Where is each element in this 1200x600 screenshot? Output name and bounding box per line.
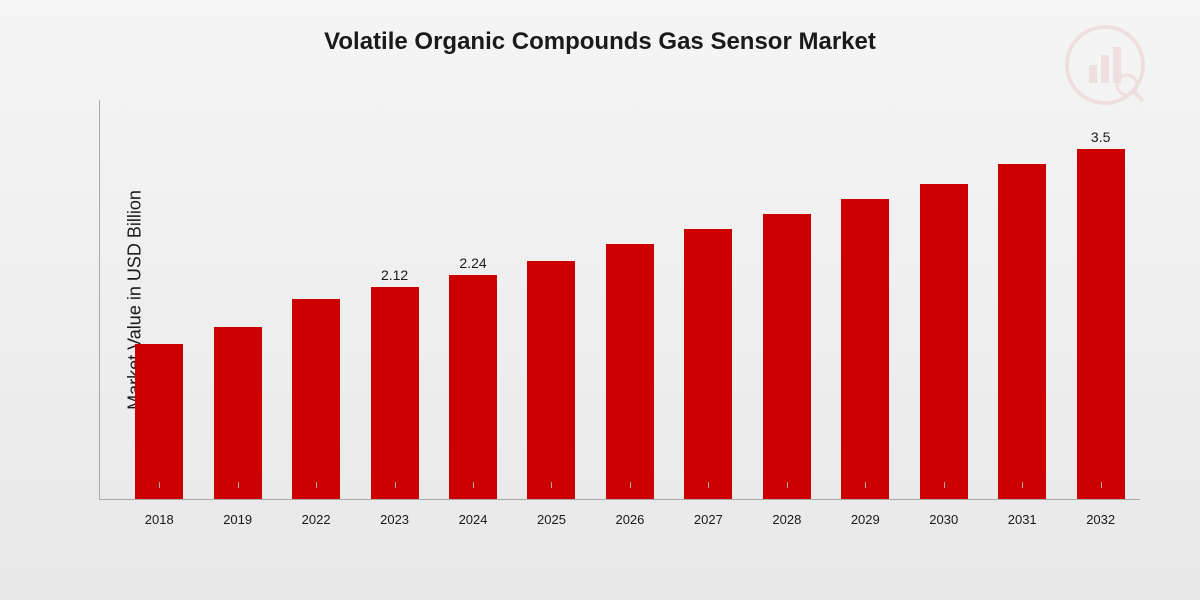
x-axis-tick xyxy=(395,482,396,488)
x-axis-tick-label: 2032 xyxy=(1071,512,1131,527)
bars-group: 2.12 2.24 3.5 xyxy=(110,99,1150,499)
x-axis-tick-label: 2025 xyxy=(521,512,581,527)
x-axis-tick-label: 2024 xyxy=(443,512,503,527)
bar xyxy=(135,344,183,499)
bar-value-label: 2.12 xyxy=(381,267,408,283)
bar xyxy=(763,214,811,499)
x-axis-tick-label: 2029 xyxy=(835,512,895,527)
x-axis-tick xyxy=(159,482,160,488)
bar-wrapper xyxy=(286,299,346,499)
x-axis-tick xyxy=(1022,482,1023,488)
x-axis-tick-label: 2031 xyxy=(992,512,1052,527)
x-axis-tick-label: 2026 xyxy=(600,512,660,527)
bar-wrapper xyxy=(600,244,660,499)
x-axis-tick-label: 2022 xyxy=(286,512,346,527)
x-axis-tick-label: 2027 xyxy=(678,512,738,527)
bar-wrapper: 2.24 xyxy=(443,255,503,499)
bar-wrapper xyxy=(757,214,817,499)
bar xyxy=(684,229,732,499)
x-axis-tick xyxy=(551,482,552,488)
bar-wrapper: 2.12 xyxy=(365,267,425,499)
bar xyxy=(214,327,262,499)
bar-wrapper xyxy=(521,261,581,499)
x-axis-tick-label: 2030 xyxy=(914,512,974,527)
bar-wrapper xyxy=(129,344,189,499)
bar-wrapper xyxy=(914,184,974,499)
x-axis-tick xyxy=(708,482,709,488)
x-axis-tick xyxy=(787,482,788,488)
bar xyxy=(841,199,889,499)
bar xyxy=(449,275,497,499)
bar-wrapper xyxy=(208,327,268,499)
x-axis-tick-label: 2018 xyxy=(129,512,189,527)
chart-title: Volatile Organic Compounds Gas Sensor Ma… xyxy=(0,0,1200,56)
bar xyxy=(371,287,419,499)
bar-value-label: 2.24 xyxy=(459,255,486,271)
bar-wrapper: 3.5 xyxy=(1071,129,1131,499)
x-axis-tick-label: 2023 xyxy=(365,512,425,527)
x-axis-tick xyxy=(865,482,866,488)
x-axis-labels: 2018 2019 2022 2023 2024 2025 2026 2027 2028 2029… xyxy=(110,512,1150,527)
plot-area: 2.122.243.5 2018201920222023202420252026… xyxy=(100,100,1140,500)
x-axis-tick xyxy=(944,482,945,488)
x-axis-tick xyxy=(473,482,474,488)
x-axis-tick xyxy=(1101,482,1102,488)
bar-wrapper xyxy=(678,229,738,499)
bar-wrapper xyxy=(835,199,895,499)
x-axis-tick xyxy=(630,482,631,488)
x-axis-tick-label: 2028 xyxy=(757,512,817,527)
bar-wrapper xyxy=(992,164,1052,499)
watermark-logo xyxy=(1065,25,1145,110)
bar xyxy=(606,244,654,499)
bar xyxy=(292,299,340,499)
bar xyxy=(920,184,968,499)
chart-container: 2.12 2.24 3.5 2018 2019 2022 2023 2024 2025 2026… xyxy=(90,100,1150,530)
x-axis-tick-label: 2019 xyxy=(208,512,268,527)
bar-value-label: 3.5 xyxy=(1091,129,1110,145)
bar xyxy=(1077,149,1125,499)
x-axis-tick xyxy=(238,482,239,488)
bar xyxy=(527,261,575,499)
x-axis-tick xyxy=(316,482,317,488)
bar xyxy=(998,164,1046,499)
